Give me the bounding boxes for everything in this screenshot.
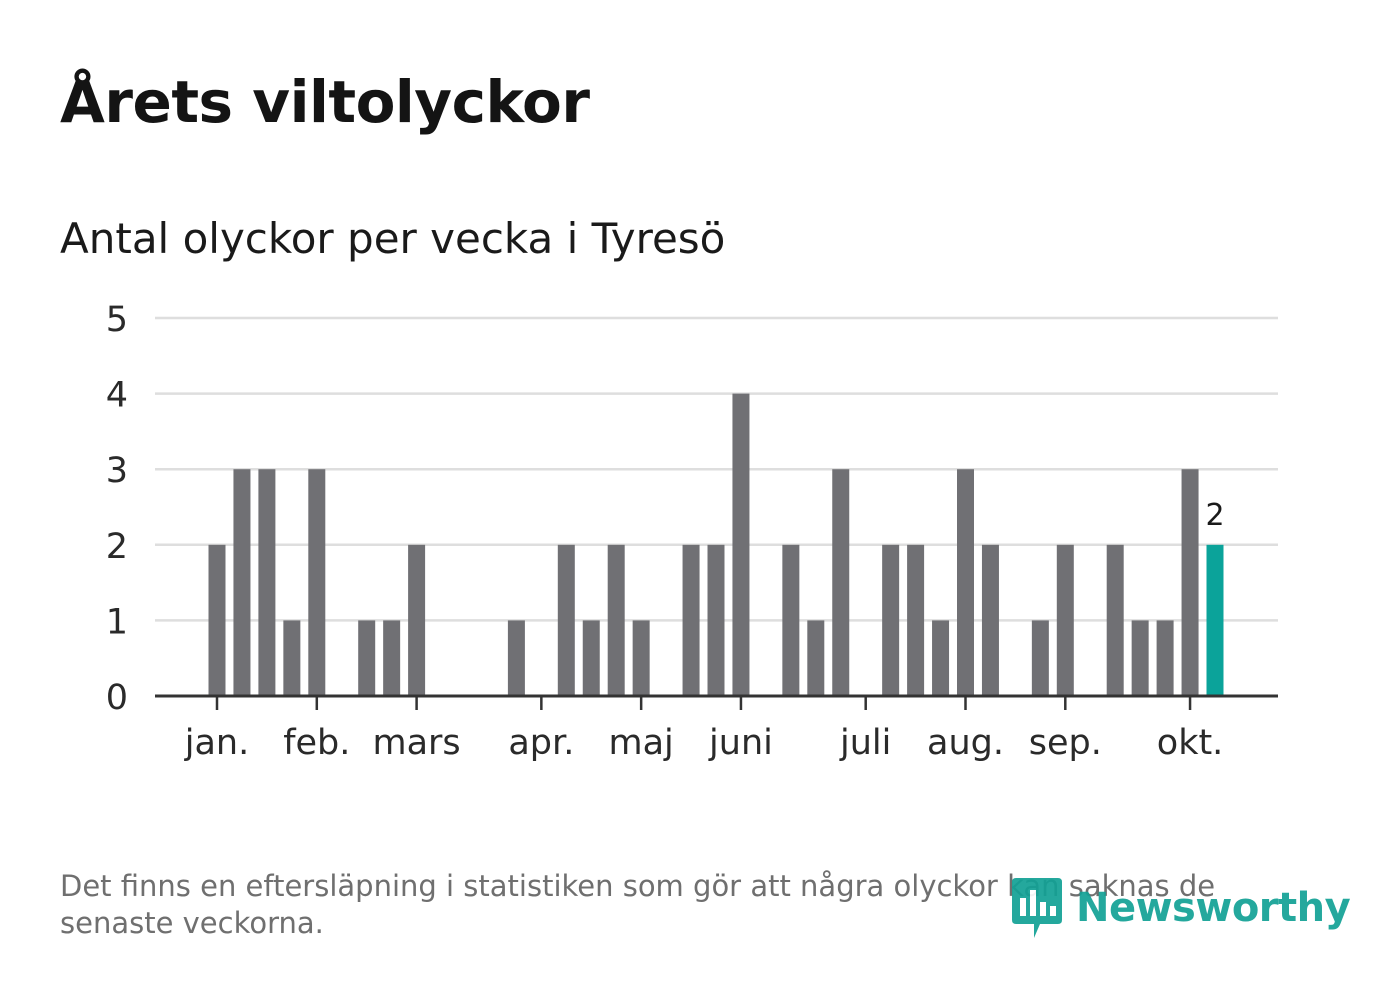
bar <box>208 544 226 696</box>
bar <box>981 544 999 696</box>
y-tick-label: 4 <box>106 376 128 416</box>
bar <box>308 469 326 696</box>
bar <box>607 544 625 696</box>
brand-name: Newsworthy <box>1076 885 1351 931</box>
bar <box>932 620 950 696</box>
y-tick-label: 0 <box>106 678 128 718</box>
y-tick-label: 3 <box>106 451 128 491</box>
bar <box>732 393 750 696</box>
data-label: 2 <box>1205 498 1224 533</box>
x-tick-label: sep. <box>1029 723 1102 763</box>
bar <box>807 620 825 696</box>
weekly-accidents-bar-chart: 0 1 2 3 4 5 2 jan. feb. mars apr. maj juni juli aug. se… <box>106 300 1278 763</box>
x-tick-label: juli <box>839 723 891 763</box>
x-tick-label: feb. <box>283 723 350 763</box>
y-tick-label: 2 <box>106 527 128 567</box>
chart-subtitle: Antal olyckor per vecka i Tyresö <box>60 214 726 263</box>
bar-highlight <box>1206 544 1224 696</box>
bar <box>707 544 725 696</box>
bar <box>557 544 575 696</box>
bar <box>507 620 525 696</box>
x-tick-label: maj <box>609 723 674 763</box>
bar <box>632 620 650 696</box>
bar <box>832 469 850 696</box>
x-tick-label: aug. <box>927 723 1004 763</box>
newsworthy-logo: Newsworthy <box>1010 876 1351 940</box>
bar <box>782 544 800 696</box>
x-tick-label: juni <box>708 723 773 763</box>
bar <box>1106 544 1124 696</box>
bar <box>233 469 251 696</box>
chart-title: Årets viltolyckor <box>60 68 590 136</box>
bar-chart-speech-bubble-icon <box>1012 878 1062 938</box>
bar <box>582 620 600 696</box>
x-tick-label: apr. <box>508 723 574 763</box>
bar <box>682 544 700 696</box>
bar <box>1131 620 1149 696</box>
y-tick-label: 1 <box>106 602 128 642</box>
bar <box>1156 620 1174 696</box>
bar <box>283 620 301 696</box>
x-tick-label: okt. <box>1157 723 1224 763</box>
bar <box>1056 544 1074 696</box>
y-tick-label: 5 <box>106 300 128 340</box>
x-tick-label: mars <box>373 723 461 763</box>
bar <box>1031 620 1049 696</box>
bar <box>358 620 376 696</box>
bar <box>957 469 974 696</box>
bar <box>907 544 925 696</box>
bar <box>383 620 401 696</box>
bar <box>1181 469 1199 696</box>
bar <box>258 469 276 696</box>
bar <box>408 544 426 696</box>
x-tick-label: jan. <box>184 723 249 763</box>
bar <box>882 544 900 696</box>
